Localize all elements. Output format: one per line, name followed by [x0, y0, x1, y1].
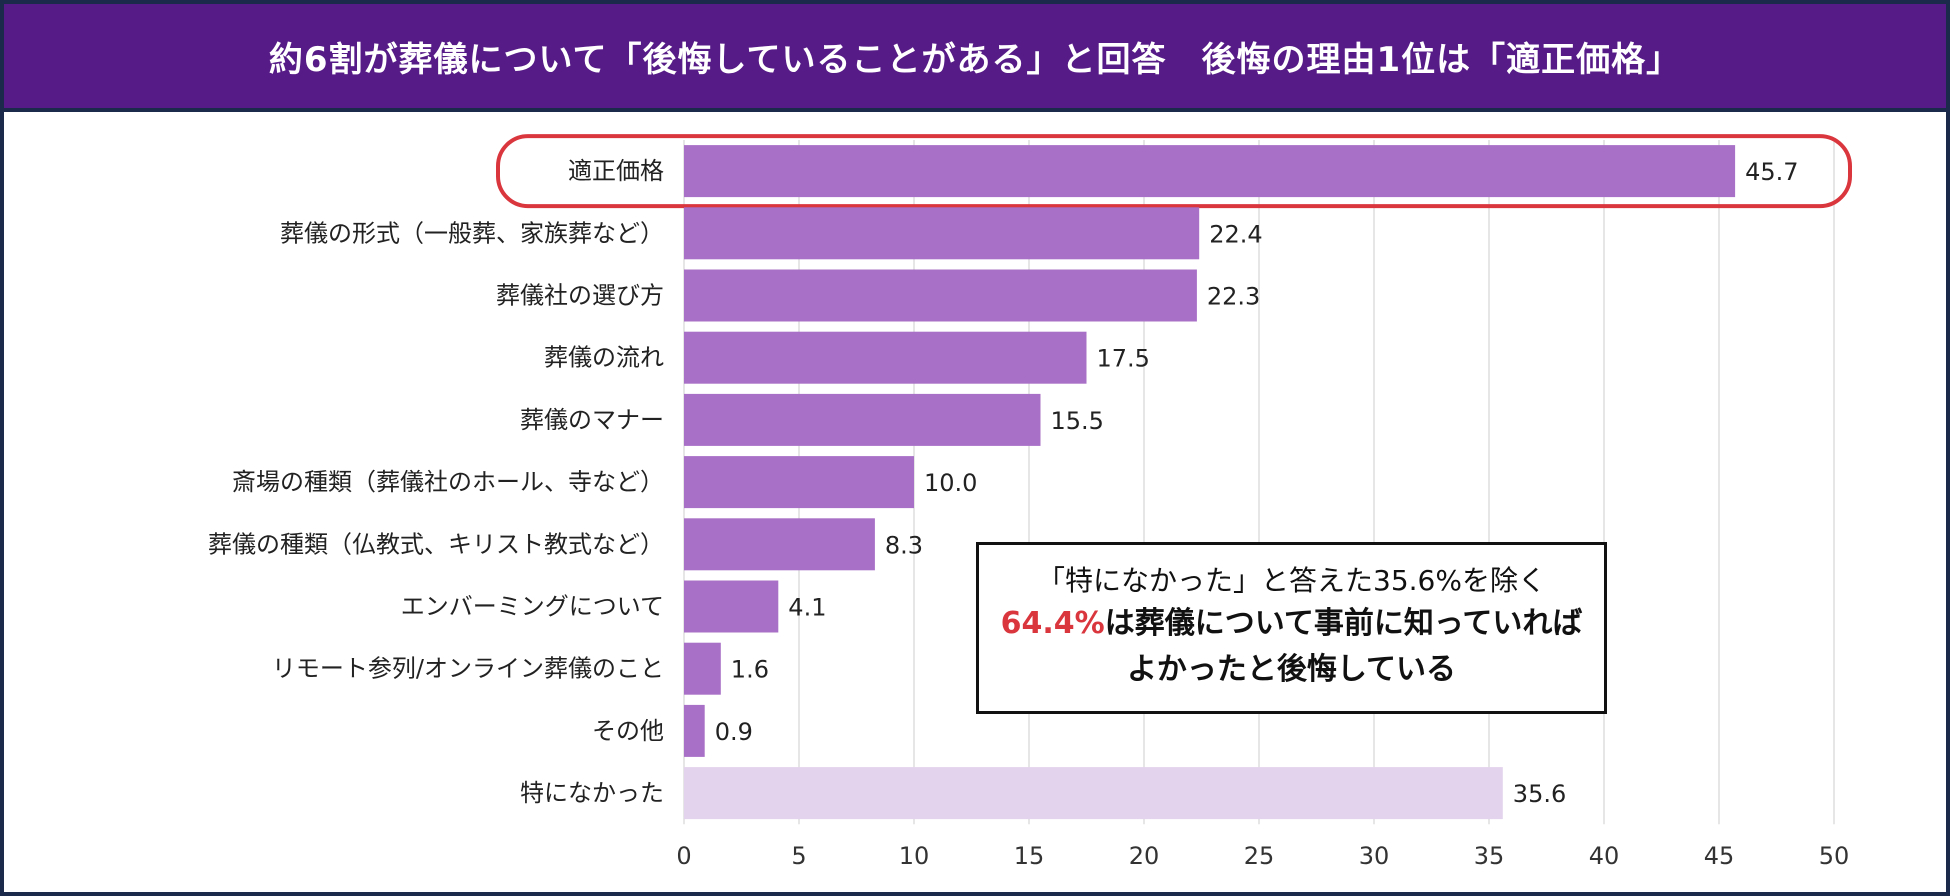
value-label: 1.6: [731, 656, 769, 684]
category-label: 葬儀のマナー: [520, 406, 664, 434]
value-label: 22.4: [1209, 220, 1262, 248]
category-label: 葬儀の種類（仏教式、キリスト教式など）: [208, 530, 664, 558]
x-tick-label: 50: [1819, 842, 1850, 870]
x-tick-label: 40: [1589, 842, 1620, 870]
category-label: 適正価格: [568, 157, 664, 185]
category-label: 葬儀社の選び方: [496, 282, 664, 310]
callout-line2: は葬儀について事前に知っていれば: [1104, 606, 1583, 641]
callout-box: 「特になかった」と答えた35.6%を除く 64.4%は葬儀について事前に知ってい…: [976, 542, 1607, 714]
category-label: 葬儀の形式（一般葬、家族葬など）: [280, 219, 664, 247]
value-label: 15.5: [1051, 407, 1104, 435]
value-label: 45.7: [1745, 158, 1798, 186]
category-label: 葬儀の流れ: [544, 344, 664, 372]
callout-line3: よかったと後悔している: [1126, 652, 1457, 687]
category-label: リモート参列/オンライン葬儀のこと: [272, 655, 664, 683]
x-tick-label: 20: [1129, 842, 1160, 870]
highlight-outline: [496, 134, 1852, 209]
bar: [684, 456, 914, 509]
bar: [684, 207, 1200, 260]
bar: [684, 580, 779, 633]
bar: [684, 145, 1736, 198]
value-label: 17.5: [1097, 345, 1150, 373]
bar: [684, 331, 1087, 384]
category-label: エンバーミングについて: [401, 593, 664, 621]
x-tick-label: 5: [791, 842, 806, 870]
value-label: 8.3: [885, 531, 923, 559]
value-label: 4.1: [788, 594, 826, 622]
category-label: 特になかった: [520, 779, 664, 807]
chart-panel: 0 5 10 15 20 25 30 35 40 45 50 適正価格 45.7 葬儀の形式（一般葬、家族…: [4, 112, 1946, 892]
chart-title: 約6割が葬儀について「後悔していることがある」と回答 後悔の理由1位は「適正価格…: [4, 4, 1946, 108]
value-label: 10.0: [924, 469, 977, 497]
x-tick-label: 0: [676, 842, 691, 870]
value-label: 22.3: [1207, 283, 1260, 311]
bar: [684, 393, 1041, 446]
value-label: 35.6: [1513, 780, 1566, 808]
value-label: 0.9: [715, 718, 753, 746]
x-tick-label: 15: [1014, 842, 1045, 870]
x-tick-label: 45: [1704, 842, 1735, 870]
bar: [684, 269, 1197, 322]
x-tick-label: 25: [1244, 842, 1275, 870]
category-label: 斎場の種類（葬儀社のホール、寺など）: [232, 468, 664, 496]
x-tick-label: 35: [1474, 842, 1505, 870]
x-tick-label: 10: [899, 842, 930, 870]
bar-chart: 0 5 10 15 20 25 30 35 40 45 50 適正価格 45.7 葬儀の形式（一般葬、家族…: [208, 134, 1852, 870]
bar: [684, 767, 1503, 820]
bar: [684, 642, 721, 695]
callout-highlight: 64.4%: [1000, 606, 1105, 641]
callout-line1: 「特になかった」と答えた35.6%を除く: [1037, 564, 1546, 597]
bar: [684, 704, 705, 757]
category-label: その他: [592, 717, 664, 745]
x-tick-label: 30: [1359, 842, 1390, 870]
bar: [684, 518, 875, 571]
